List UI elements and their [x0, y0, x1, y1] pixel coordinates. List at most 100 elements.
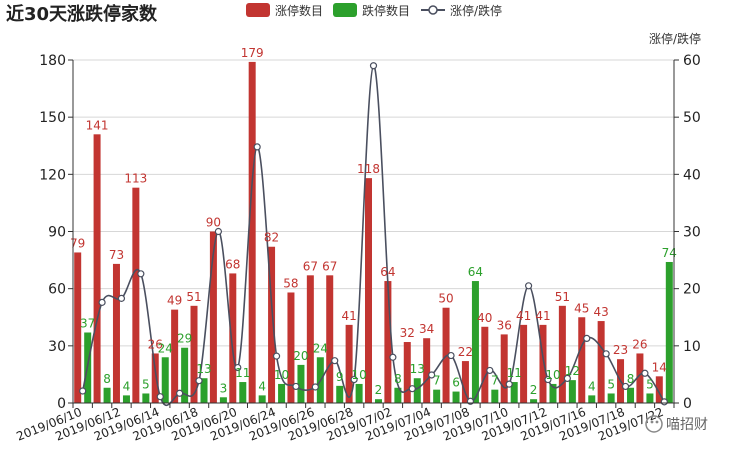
bar-label-limit-up: 51: [186, 290, 201, 304]
ratio-point: [505, 380, 513, 388]
bar-limit-up: [190, 305, 198, 403]
bar-label-limit-down: 5: [142, 377, 150, 391]
right-tick-label: 0: [683, 396, 692, 412]
ratio-point: [621, 382, 630, 391]
ratio-point: [195, 377, 203, 385]
bar-limit-down: [181, 347, 189, 403]
bar-limit-up: [578, 317, 586, 403]
bar-limit-up: [268, 246, 276, 403]
bar-limit-down: [452, 391, 460, 403]
bar-limit-down: [530, 399, 538, 403]
bar-label-limit-up: 26: [632, 337, 647, 351]
ratio-point: [234, 363, 242, 372]
bar-label-limit-down: 10: [545, 368, 560, 382]
bar-label-limit-up: 67: [322, 259, 337, 273]
bar-limit-up: [74, 252, 82, 403]
ratio-line: [79, 62, 668, 406]
bar-label-limit-up: 45: [574, 301, 589, 315]
right-tick-label: 30: [683, 225, 701, 241]
bar-label-limit-up: 179: [241, 46, 264, 60]
bar-label-limit-up: 90: [206, 216, 221, 230]
watermark: 喵招财: [645, 415, 708, 433]
bar-limit-down: [627, 387, 635, 403]
bar-limit-up: [500, 334, 508, 403]
bar-limit-down: [219, 397, 227, 403]
bar-limit-down: [258, 395, 266, 403]
bar-label-limit-up: 14: [652, 360, 667, 374]
bar-label-limit-down: 11: [235, 366, 250, 380]
ratio-point: [253, 143, 261, 151]
legend-label-down: 跌停数目: [362, 3, 410, 18]
ratio-point: [311, 383, 319, 391]
chat-bubble-eye-left: [650, 420, 654, 424]
bar-label-limit-down: 24: [313, 341, 328, 355]
bar-limit-down: [549, 383, 557, 403]
bar-limit-up: [248, 61, 256, 404]
bar-limit-up: [151, 353, 159, 403]
bar-limit-up: [481, 326, 489, 403]
ratio-point: [214, 227, 223, 236]
ratio-point: [272, 352, 281, 360]
bar-label-limit-down: 8: [103, 372, 111, 386]
right-tick-label: 60: [683, 53, 701, 69]
left-tick-label: 60: [48, 282, 66, 298]
ratio-point: [79, 387, 87, 395]
legend-item-ratio[interactable]: 涨停/跌停: [421, 3, 502, 18]
bar-limit-up: [597, 321, 605, 403]
bar-label-limit-up: 36: [497, 318, 512, 332]
ratio-point: [137, 270, 145, 278]
bar-limit-up: [306, 275, 314, 403]
bar-limit-up: [539, 324, 547, 403]
bar-label-limit-down: 7: [491, 374, 499, 388]
ratio-point: [389, 353, 397, 361]
bar-limit-down: [665, 261, 673, 403]
bar-label-limit-up: 141: [86, 118, 109, 132]
chat-bubble-eye-right: [655, 420, 659, 424]
bar-label-limit-up: 26: [148, 337, 163, 351]
bar-limit-down: [646, 393, 654, 403]
left-tick-label: 150: [39, 110, 66, 126]
bar-label-limit-down: 8: [394, 372, 402, 386]
bar-limit-down: [510, 382, 518, 403]
bar-label-limit-down: 4: [123, 379, 131, 393]
ratio-point: [641, 369, 649, 377]
ratio-point: [408, 385, 416, 393]
bar-limit-down: [103, 387, 111, 403]
bar-label-limit-down: 3: [220, 381, 228, 395]
ratio-point: [583, 334, 591, 343]
ratio-point: [331, 357, 339, 365]
ratio-point: [428, 371, 436, 379]
ratio-point: [447, 351, 455, 360]
bar-label-limit-down: 13: [410, 362, 425, 376]
legend-item-down[interactable]: 跌停数目: [333, 3, 410, 18]
watermark-text: 喵招财: [666, 417, 708, 433]
bar-limit-down: [355, 383, 363, 403]
left-tick-label: 30: [48, 339, 66, 355]
legend-swatch-up: [246, 3, 270, 17]
bar-label-limit-down: 8: [627, 372, 635, 386]
legend-swatch-down: [333, 3, 357, 17]
bar-label-limit-up: 40: [477, 311, 492, 325]
axes: 030609012015018001020304050602019/06/102…: [14, 53, 700, 444]
bar-limit-up: [209, 231, 217, 403]
bar-limit-down: [413, 378, 421, 403]
bar-label-limit-down: 5: [646, 377, 654, 391]
bar-label-limit-up: 118: [357, 162, 380, 176]
bar-labels: 7937141873411352624492951139036811179482…: [70, 46, 677, 397]
bar-label-limit-down: 9: [336, 370, 344, 384]
bar-label-limit-up: 34: [419, 322, 434, 336]
legend: 涨停数目 跌停数目 涨停/跌停: [246, 3, 502, 18]
right-tick-label: 50: [683, 110, 701, 126]
right-tick-label: 10: [683, 339, 701, 355]
bar-label-limit-up: 82: [264, 231, 279, 245]
bar-label-limit-up: 51: [555, 290, 570, 304]
bar-label-limit-down: 7: [433, 374, 441, 388]
legend-item-up[interactable]: 涨停数目: [246, 3, 323, 18]
bar-label-limit-up: 68: [225, 257, 240, 271]
ratio-point: [369, 62, 378, 70]
bar-label-limit-up: 43: [594, 305, 609, 319]
bar-label-limit-up: 41: [516, 309, 531, 323]
bar-label-limit-up: 64: [380, 265, 395, 279]
bar-label-limit-up: 41: [341, 309, 356, 323]
bar-label-limit-down: 10: [351, 368, 366, 382]
